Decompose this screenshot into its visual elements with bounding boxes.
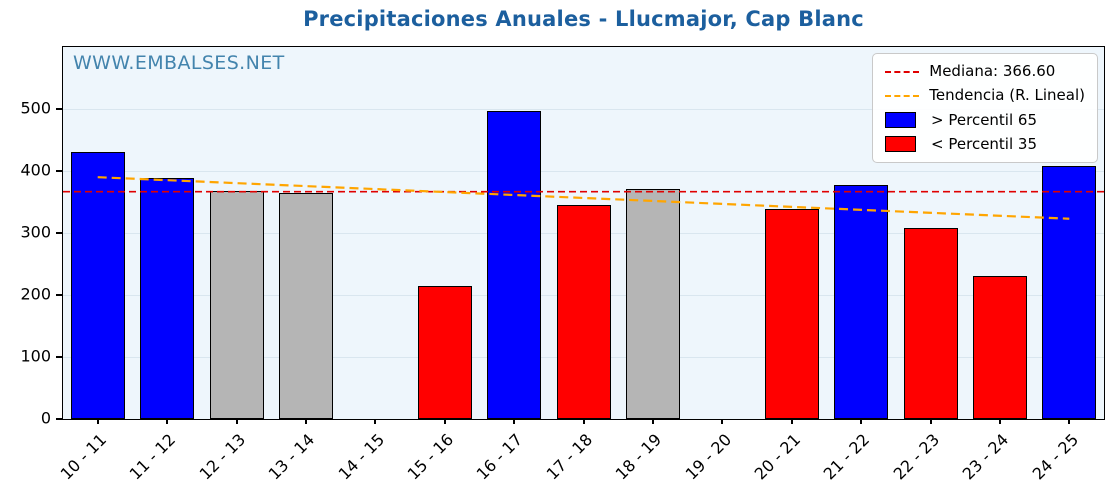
legend-item-p65: > Percentil 65 (885, 110, 1085, 129)
x-tick-mark (860, 419, 863, 424)
legend: Mediana: 366.60 Tendencia (R. Lineal) > … (872, 53, 1098, 163)
y-tick-label: 500 (20, 98, 51, 118)
x-tick-mark (304, 419, 307, 424)
lines-overlay (63, 176, 1104, 220)
y-axis: 0 100 200 300 400 500 (0, 46, 62, 428)
x-tick-mark (374, 419, 377, 424)
bars (63, 47, 1104, 419)
x-tick-mark (166, 419, 169, 424)
y-tick-label: 0 (40, 408, 51, 428)
x-tick-label: 18 - 19 (611, 430, 666, 484)
x-tick-label: 13 - 14 (264, 430, 319, 484)
x-tick-mark (790, 419, 793, 424)
bar-11-12 (140, 177, 195, 419)
trend-dashed-line-sample (885, 94, 920, 97)
bar-23-24 (972, 276, 1027, 419)
chart-title: Precipitaciones Anuales - Llucmajor, Cap… (303, 7, 864, 31)
x-tick-label: 20 - 21 (750, 430, 805, 484)
x-tick-mark (721, 419, 724, 424)
bar-13-14 (278, 193, 333, 419)
trend-line (97, 176, 1070, 220)
y-tick-mark (56, 108, 62, 110)
x-tick-mark (1068, 419, 1071, 424)
legend-p65-label: > Percentil 65 (926, 110, 1038, 129)
x-tick-label: 11 - 12 (126, 430, 180, 484)
median-dashed-line-sample (885, 70, 920, 73)
legend-p35-label: < Percentil 35 (926, 134, 1038, 153)
x-tick-label: 14 - 15 (334, 430, 388, 484)
x-tick-label: 24 - 25 (1028, 430, 1082, 484)
bar-21-22 (834, 185, 889, 419)
bar-22-23 (903, 228, 958, 419)
p65-color-patch (885, 112, 917, 129)
bar-18-19 (625, 188, 680, 419)
x-tick-label: 19 - 20 (681, 430, 735, 484)
legend-median-label: Mediana: 366.60 (929, 62, 1056, 80)
y-tick-mark (56, 232, 62, 234)
legend-item-median: Mediana: 366.60 (885, 62, 1085, 80)
legend-item-trend: Tendencia (R. Lineal) (885, 86, 1085, 105)
x-tick-mark (96, 419, 99, 424)
y-tick-label: 400 (20, 160, 51, 180)
x-tick-mark (443, 419, 446, 424)
bar-10-11 (70, 152, 125, 419)
bar-20-21 (764, 209, 819, 419)
x-tick-mark (998, 419, 1001, 424)
x-tick-label: 17 - 18 (542, 430, 596, 484)
x-tick-label: 12 - 13 (195, 430, 249, 484)
x-tick-label: 15 - 16 (403, 430, 458, 484)
bar-24-25 (1042, 166, 1097, 419)
bar-12-13 (209, 190, 264, 419)
y-tick-label: 100 (20, 346, 51, 366)
x-tick-mark (235, 419, 238, 424)
y-tick-mark (56, 356, 62, 358)
x-tick-label: 22 - 23 (889, 430, 943, 484)
x-tick-mark (929, 419, 932, 424)
y-tick-mark (56, 294, 62, 296)
p35-color-patch (885, 136, 917, 153)
x-tick-label: 23 - 24 (958, 430, 1013, 484)
gridline (63, 171, 1104, 172)
bar-15-16 (417, 285, 472, 419)
x-axis: 10 - 11 11 - 12 12 - 13 13 - 14 14 - 15 15 - … (57, 421, 1105, 500)
x-tick-mark (513, 419, 516, 424)
watermark: WWW.EMBALSES.NET (73, 52, 285, 74)
y-tick-mark (56, 170, 62, 172)
x-tick-label: 21 - 22 (820, 430, 874, 484)
x-tick-mark (651, 419, 654, 424)
x-tick-label: 16 - 17 (473, 430, 527, 484)
x-tick-label: 10 - 11 (56, 430, 111, 484)
legend-item-p35: < Percentil 35 (885, 134, 1085, 153)
y-tick-label: 200 (20, 284, 51, 304)
bar-16-17 (487, 110, 542, 419)
gridline (63, 109, 1104, 110)
x-tick-mark (582, 419, 585, 424)
y-tick-mark (56, 418, 62, 420)
plot-area: WWW.EMBALSES.NET Mediana: 366.60 Tendenc… (56, 46, 1105, 424)
bar-17-18 (556, 205, 611, 419)
legend-trend-label: Tendencia (R. Lineal) (929, 86, 1085, 105)
y-tick-label: 300 (20, 222, 51, 242)
